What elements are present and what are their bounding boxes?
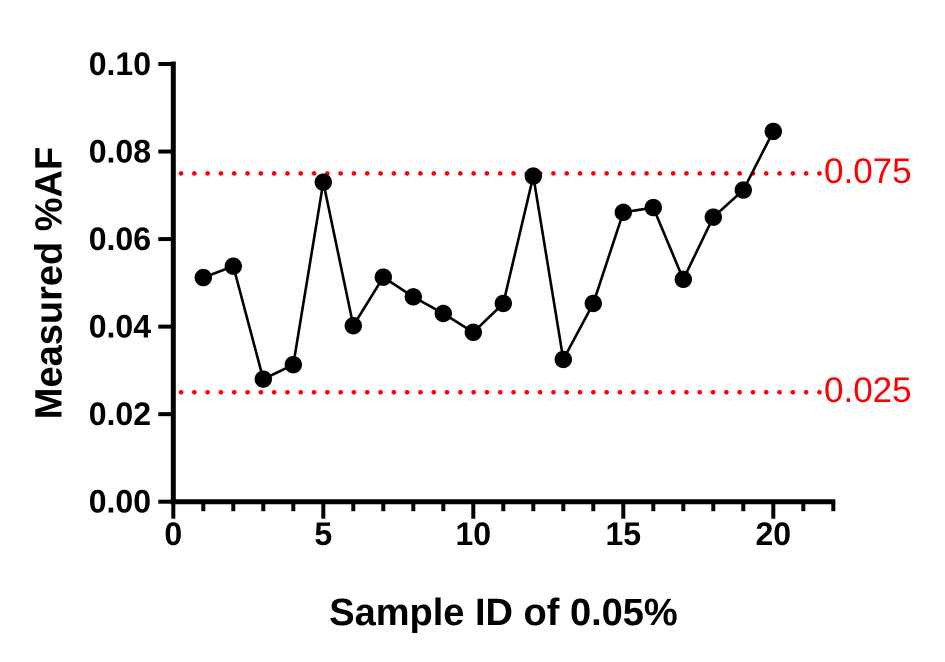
data-point <box>734 181 752 199</box>
y-tick-label: 0.04 <box>89 309 151 345</box>
x-tick-label: 15 <box>606 516 642 552</box>
y-axis-title: Measured %AF <box>28 146 71 420</box>
reference-line-lower-label: 0.025 <box>824 371 912 411</box>
data-point <box>344 317 362 335</box>
data-point <box>644 198 662 217</box>
data-point <box>464 323 482 342</box>
data-point <box>284 355 302 374</box>
data-point <box>704 208 722 226</box>
data-point <box>374 268 392 286</box>
y-tick-label: 0.06 <box>89 221 151 257</box>
data-point <box>674 270 692 289</box>
x-tick-label: 10 <box>456 516 492 552</box>
x-axis-title: Sample ID of 0.05% <box>329 592 678 634</box>
x-tick-label: 20 <box>756 516 792 552</box>
y-tick-label: 0.00 <box>89 484 151 520</box>
data-point <box>584 294 602 313</box>
data-point <box>494 294 512 313</box>
data-point <box>554 350 572 369</box>
data-point <box>254 370 272 388</box>
data-point <box>614 203 632 222</box>
data-point <box>524 167 542 185</box>
data-point <box>764 122 782 141</box>
y-tick-label: 0.10 <box>89 46 151 82</box>
data-point <box>404 288 422 306</box>
x-tick-label: 0 <box>164 516 182 552</box>
series-line <box>202 130 775 381</box>
x-tick-label: 5 <box>314 516 332 552</box>
data-point <box>314 173 332 191</box>
data-point <box>194 268 212 287</box>
y-tick-label: 0.08 <box>89 134 151 170</box>
data-point <box>434 304 452 323</box>
y-tick-label: 0.02 <box>89 396 151 432</box>
reference-line-upper-label: 0.075 <box>824 152 912 192</box>
data-point <box>224 257 242 275</box>
